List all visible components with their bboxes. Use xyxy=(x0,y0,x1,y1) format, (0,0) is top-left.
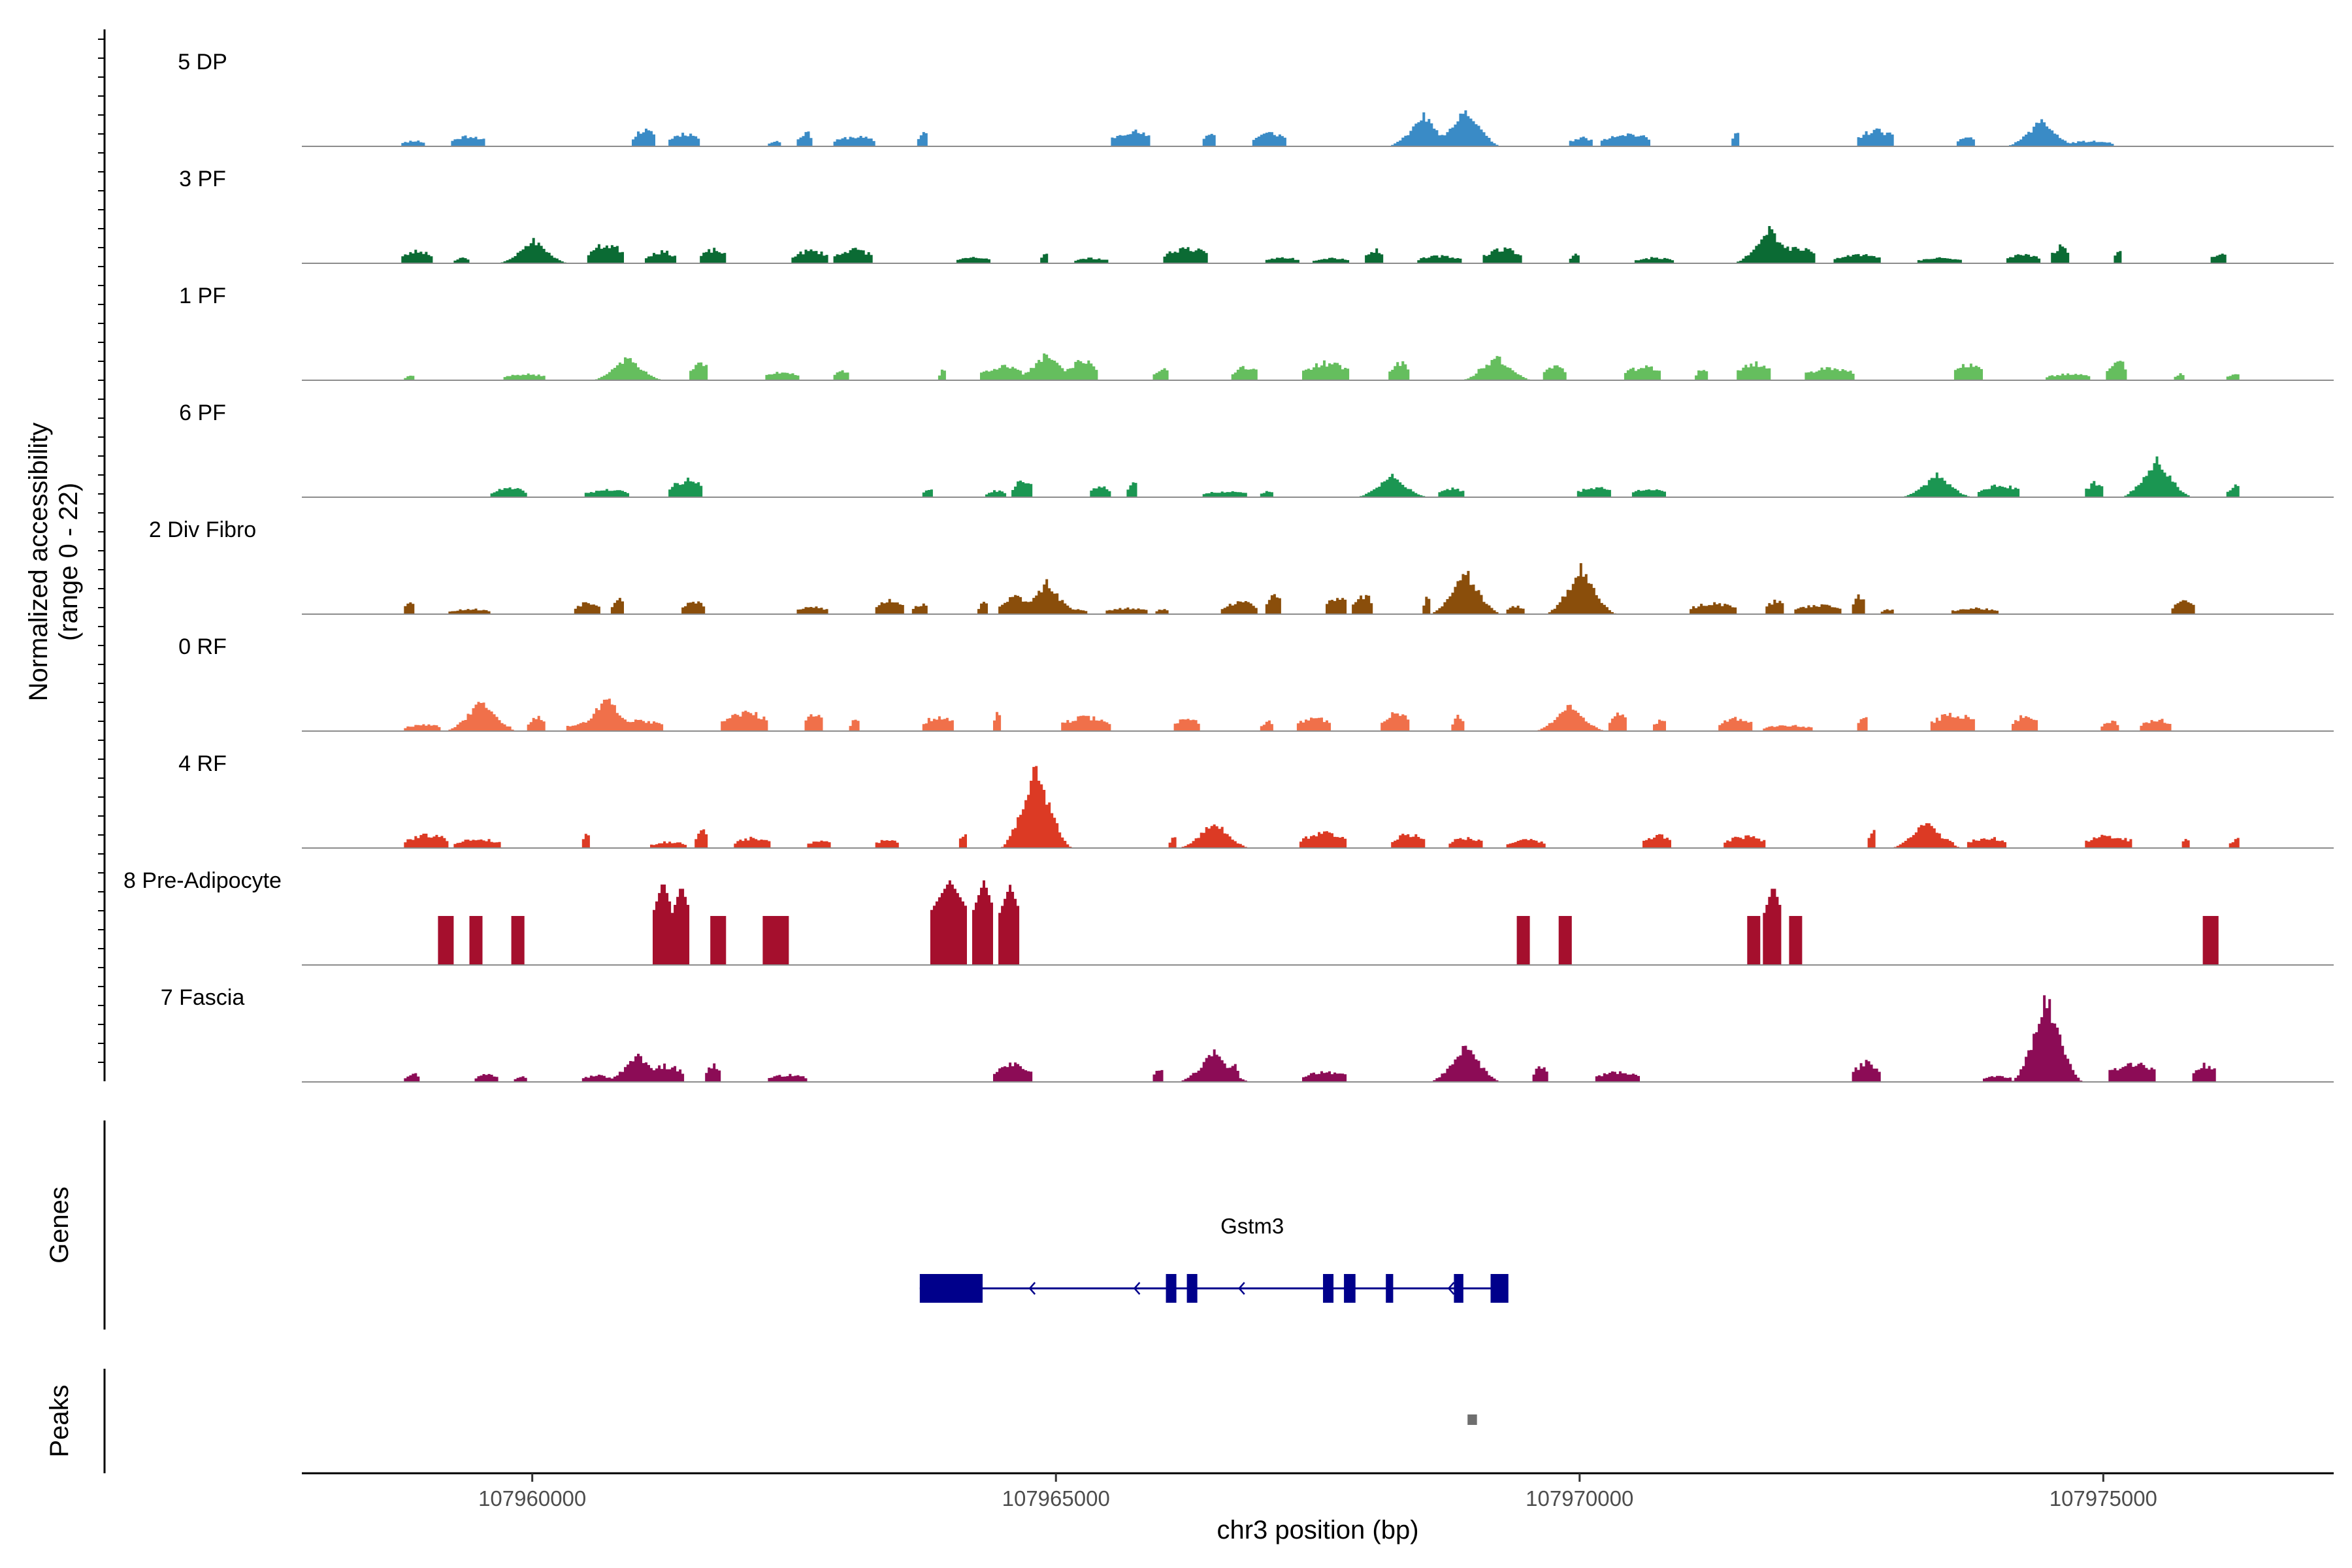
peaks-panel-label: Peaks xyxy=(45,1384,74,1457)
track-panel-ticks xyxy=(98,39,105,1063)
track-7-fascia: 7 Fascia xyxy=(161,985,2334,1083)
track-label: 5 DP xyxy=(178,50,227,74)
coverage-area xyxy=(404,698,2172,731)
peak-region xyxy=(1467,1414,1477,1425)
track-label: 0 RF xyxy=(178,634,227,659)
track-5-dp: 5 DP xyxy=(178,50,2334,147)
track-8-pre-adipocyte: 8 Pre-Adipocyte xyxy=(123,868,2334,966)
gene-exon xyxy=(1454,1274,1463,1303)
x-tick-label: 107970000 xyxy=(1526,1486,1633,1511)
gene-exon xyxy=(1166,1274,1177,1303)
gene-exon xyxy=(1386,1274,1394,1303)
track-1-pf: 1 PF xyxy=(179,284,2334,381)
track-2-div-fibro: 2 Div Fibro xyxy=(149,517,2334,615)
strand-arrow xyxy=(1447,1282,1455,1295)
coverage-area xyxy=(401,226,2227,263)
strand-arrow xyxy=(1133,1282,1141,1295)
coverage-tracks: 5 DP 3 PF 1 PF 6 PF 2 Div Fibro 0 RF 4 RF 8 Pre… xyxy=(123,50,2334,1083)
x-axis-label: chr3 position (bp) xyxy=(1217,1516,1418,1544)
track-6-pf: 6 PF xyxy=(179,400,2334,498)
gene-exon xyxy=(1186,1274,1198,1303)
gene-annotation: Gstm3 xyxy=(919,1214,1509,1303)
coverage-area xyxy=(404,563,2195,614)
track-label: 7 Fascia xyxy=(161,985,245,1010)
track-label: 3 PF xyxy=(179,167,226,191)
coverage-area xyxy=(490,456,2240,497)
strand-arrow xyxy=(1028,1282,1036,1295)
coverage-area xyxy=(438,880,2219,965)
track-label: 8 Pre-Adipocyte xyxy=(123,868,282,893)
x-axis-ticks: 107960000 107965000 107970000 107975000 xyxy=(478,1473,2157,1511)
x-tick-label: 107960000 xyxy=(478,1486,586,1511)
gene-name-label: Gstm3 xyxy=(1220,1214,1284,1238)
strand-arrow xyxy=(1238,1282,1245,1295)
x-tick-label: 107965000 xyxy=(1002,1486,1110,1511)
track-label: 6 PF xyxy=(179,400,226,425)
track-0-rf: 0 RF xyxy=(178,634,2334,732)
track-label: 2 Div Fibro xyxy=(149,517,256,542)
strand-arrow xyxy=(1343,1282,1350,1295)
genes-panel-label: Genes xyxy=(45,1186,74,1264)
track-label: 1 PF xyxy=(179,284,226,308)
peak-annotation xyxy=(1467,1414,1477,1425)
track-4-rf: 4 RF xyxy=(178,751,2334,849)
y-axis-label-line2: (range 0 - 22) xyxy=(54,483,83,641)
coverage-area xyxy=(404,353,2240,380)
coverage-area xyxy=(404,995,2216,1082)
coverage-area xyxy=(404,766,2240,848)
gene-exon xyxy=(1323,1274,1334,1303)
coverage-area xyxy=(401,110,2114,146)
track-3-pf: 3 PF xyxy=(179,167,2334,264)
y-axis-label-line1: Normalized accessibility xyxy=(24,423,53,702)
gene-exon xyxy=(1490,1274,1509,1303)
track-label: 4 RF xyxy=(178,751,227,776)
x-tick-label: 107975000 xyxy=(2050,1486,2157,1511)
gene-exon xyxy=(1344,1274,1356,1303)
gene-exon xyxy=(919,1274,983,1303)
